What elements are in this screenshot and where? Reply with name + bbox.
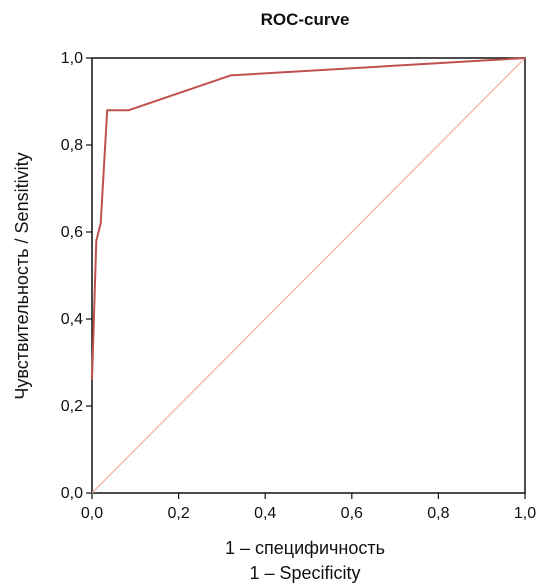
x-axis-label-ru: 1 – специфичность [225,538,385,558]
x-tick-label: 0,0 [81,505,103,522]
y-axis-label: Чувствительность / Sensitivity [12,152,32,399]
chart-title: ROC-curve [261,10,350,29]
x-tick-label: 0,4 [254,505,276,522]
roc-curve-line [91,57,526,380]
y-tick-label: 0,2 [61,398,83,415]
x-tick-label: 0,8 [427,505,449,522]
y-tick-label: 0,6 [61,224,83,241]
x-axis-label-en: 1 – Specificity [249,563,360,583]
y-tick-label: 0,4 [61,311,83,328]
y-tick-label: 0,0 [61,485,83,502]
plot-frame [91,57,526,494]
y-tick-label: 0,8 [61,137,83,154]
reference-diagonal-line [91,57,526,494]
y-axis-ticks: 0,0 0,2 0,4 0,6 0,8 1,0 [61,50,92,502]
y-tick-label: 1,0 [61,50,83,67]
x-axis-ticks: 0,0 0,2 0,4 0,6 0,8 1,0 [81,493,536,522]
x-tick-label: 0,2 [167,505,189,522]
x-tick-label: 1,0 [514,505,536,522]
x-tick-label: 0,6 [341,505,363,522]
roc-curve-points [91,57,526,380]
